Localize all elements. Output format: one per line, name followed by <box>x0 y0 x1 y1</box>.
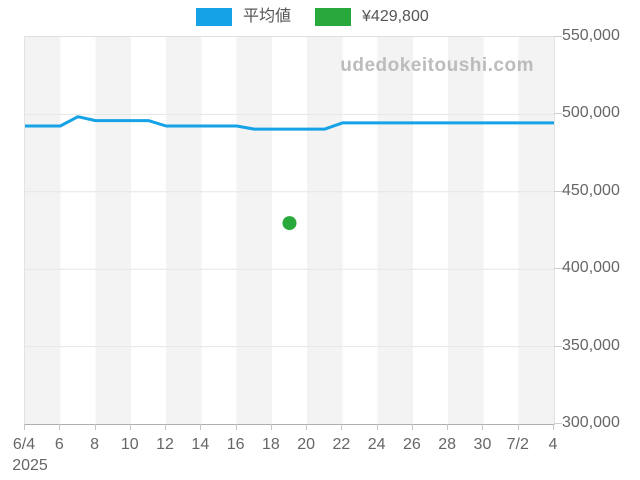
x-axis-label: 28 <box>438 436 457 453</box>
y-axis-tick <box>554 190 562 192</box>
x-axis-label: 24 <box>367 436 386 453</box>
y-axis-tick <box>554 268 562 270</box>
x-axis-tick <box>376 424 378 430</box>
x-axis-tick <box>447 424 449 430</box>
x-axis-year-label: 2025 <box>12 457 48 474</box>
x-axis-label: 16 <box>226 436 245 453</box>
x-axis-label: 20 <box>297 436 316 453</box>
x-axis-label: 10 <box>120 436 139 453</box>
watermark-text: udedokeitoushi.com <box>340 55 534 76</box>
chart-legend: 平均値 ¥429,800 <box>196 8 429 26</box>
x-axis-label: 12 <box>156 436 174 453</box>
x-axis-label: 18 <box>261 436 280 453</box>
legend-item-average[interactable]: 平均値 <box>196 8 291 26</box>
x-axis-tick <box>200 424 202 430</box>
x-axis-tick <box>24 424 25 430</box>
x-axis-tick <box>235 424 237 430</box>
x-axis-tick <box>270 424 272 430</box>
x-axis-tick <box>341 424 343 430</box>
x-axis-tick <box>94 424 96 430</box>
x-axis-tick <box>517 424 519 430</box>
x-axis-tick <box>411 424 413 430</box>
chart-canvas <box>25 113 554 348</box>
x-axis-tick <box>59 424 61 430</box>
x-axis-label: 7/2 <box>506 436 529 453</box>
x-axis-tick <box>165 424 167 430</box>
y-axis-tick <box>554 345 562 347</box>
x-axis-label: 14 <box>191 436 210 453</box>
x-axis-tick <box>129 424 131 430</box>
y-axis-tick <box>554 113 562 115</box>
x-axis-label: 8 <box>90 436 99 453</box>
average-price-line <box>25 115 554 131</box>
x-axis-tick <box>306 424 308 430</box>
y-axis-label: 500,000 <box>562 104 620 122</box>
y-axis-label: 550,000 <box>562 27 620 44</box>
y-axis-label: 450,000 <box>562 181 620 199</box>
legend-item-price[interactable]: ¥429,800 <box>315 8 429 26</box>
y-axis-label: 300,000 <box>562 414 620 431</box>
x-axis-tick <box>482 424 484 430</box>
x-axis-label: 6 <box>54 436 64 453</box>
x-axis-label: 26 <box>403 436 421 453</box>
x-axis-label: 22 <box>332 436 351 453</box>
x-axis-label: 4 <box>548 436 558 453</box>
y-axis-tick <box>554 423 562 424</box>
y-axis-label: 350,000 <box>562 336 620 354</box>
x-axis-tick <box>553 424 554 430</box>
legend-price-label: ¥429,800 <box>362 8 429 25</box>
legend-average-swatch <box>196 8 232 26</box>
x-axis-label: 30 <box>473 436 492 453</box>
plot-area: udedokeitoushi.com <box>24 36 555 425</box>
y-axis-label: 400,000 <box>562 259 620 277</box>
y-axis-tick <box>554 36 562 37</box>
listing-price-point[interactable] <box>282 216 297 231</box>
x-axis-label: 6/4 <box>12 436 36 453</box>
legend-price-swatch <box>315 8 352 26</box>
legend-average-label: 平均値 <box>243 8 292 25</box>
